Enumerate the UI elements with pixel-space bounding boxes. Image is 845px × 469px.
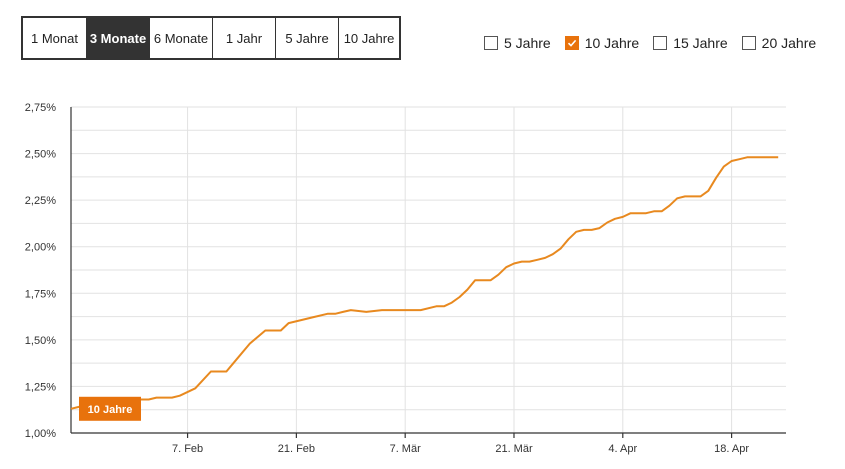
filter-label-10-years: 10 Jahre <box>584 35 640 51</box>
x-tick-label: 4. Apr <box>608 443 637 455</box>
filter-15-years[interactable]: 15 Jahre <box>653 35 728 51</box>
maturity-filters: 5 Jahre 10 Jahre 15 Jahre 20 Jahre <box>484 35 816 51</box>
series-line-10-jahre <box>70 156 779 410</box>
y-tick-label: 1,25% <box>25 381 56 393</box>
checkbox-5-years[interactable] <box>484 36 498 50</box>
x-tick-label: 7. Feb <box>172 443 203 455</box>
x-tick-label: 21. Mär <box>495 443 533 455</box>
filter-20-years[interactable]: 20 Jahre <box>741 35 817 51</box>
filter-5-years[interactable]: 5 Jahre <box>484 35 551 51</box>
y-tick-label: 2,50% <box>25 149 56 161</box>
time-range-tabs: 1 Monat 3 Monate 6 Monate 1 Jahr 5 Jahre… <box>21 16 401 60</box>
y-tick-label: 1,00% <box>25 428 56 440</box>
range-tab-1-month[interactable]: 1 Monat <box>23 18 87 58</box>
y-tick-label: 2,00% <box>25 242 56 254</box>
checkbox-10-years[interactable] <box>564 36 579 50</box>
filter-label-20-years: 20 Jahre <box>761 35 817 51</box>
range-tab-6-months[interactable]: 6 Monate <box>150 18 213 58</box>
range-tab-1-year[interactable]: 1 Jahr <box>213 18 276 58</box>
checkbox-15-years[interactable] <box>653 36 668 50</box>
x-tick-label: 18. Apr <box>714 443 749 455</box>
range-tab-5-years[interactable]: 5 Jahre <box>276 18 339 58</box>
y-tick-label: 2,75% <box>25 102 56 114</box>
filter-label-5-years: 5 Jahre <box>504 35 551 51</box>
y-tick-label: 2,25% <box>25 195 56 207</box>
checkbox-20-years[interactable] <box>741 36 756 50</box>
range-tab-10-years[interactable]: 10 Jahre <box>343 30 395 46</box>
y-tick-label: 1,50% <box>25 335 56 347</box>
x-tick-label: 7. Mär <box>390 443 422 455</box>
x-tick-label: 21. Feb <box>278 443 315 455</box>
y-tick-label: 1,75% <box>25 288 56 300</box>
filter-label-15-years: 15 Jahre <box>673 35 728 51</box>
series-tag <box>79 396 141 421</box>
filter-10-years[interactable]: 10 Jahre <box>564 35 640 51</box>
series-tag-label: 10 Jahre <box>88 404 133 416</box>
checkmark-icon <box>567 39 576 47</box>
range-tab-3-months[interactable]: 3 Monate <box>87 18 150 58</box>
